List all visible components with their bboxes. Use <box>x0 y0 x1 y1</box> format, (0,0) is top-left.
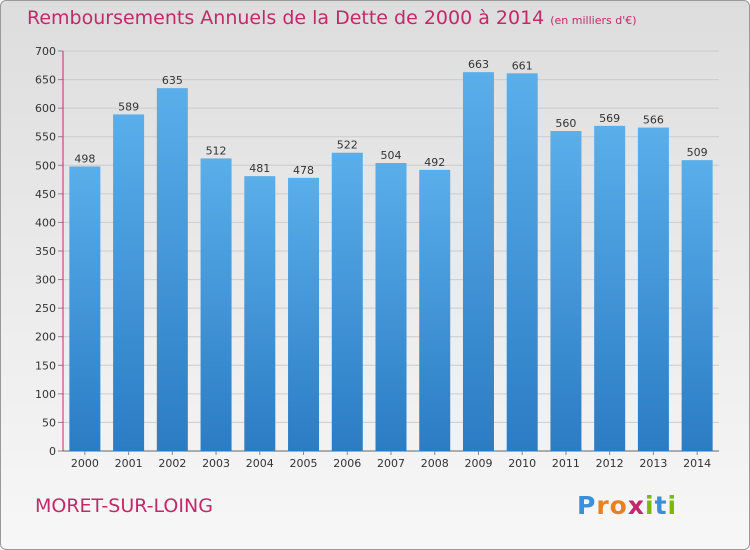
y-tick-label: 150 <box>35 359 56 372</box>
x-tick-label-2002: 2002 <box>158 457 186 470</box>
commune-name: MORET-SUR-LOING <box>35 495 213 517</box>
y-tick-label: 500 <box>35 159 56 172</box>
bar-2011 <box>550 131 582 451</box>
value-label-2005: 478 <box>293 164 314 177</box>
value-label-2009: 663 <box>468 58 489 71</box>
x-tick-label-2004: 2004 <box>246 457 274 470</box>
y-tick-label: 550 <box>35 131 56 144</box>
bar-2005 <box>288 177 320 451</box>
bar-2013 <box>637 127 669 452</box>
y-tick-label: 300 <box>35 274 56 287</box>
y-tick-label: 650 <box>35 74 56 87</box>
bar-2008 <box>419 169 451 451</box>
y-tick-label: 600 <box>35 102 56 115</box>
logo-letter: i <box>645 491 655 520</box>
logo-letter: o <box>609 491 628 520</box>
x-tick-label-2005: 2005 <box>290 457 318 470</box>
value-label-2006: 522 <box>337 139 358 152</box>
value-label-2010: 661 <box>512 59 533 72</box>
logo-letter: x <box>627 491 645 520</box>
bar-2004 <box>244 176 276 451</box>
y-tick-label: 700 <box>35 45 56 58</box>
value-label-2000: 498 <box>74 152 95 165</box>
bar-2002 <box>156 88 188 452</box>
bar-2001 <box>113 114 145 451</box>
value-label-2002: 635 <box>162 74 183 87</box>
proxiti-logo: Proxiti <box>577 491 677 520</box>
x-tick-label-2011: 2011 <box>552 457 580 470</box>
bar-2006 <box>331 152 363 451</box>
x-tick-label-2001: 2001 <box>115 457 143 470</box>
bar-2014 <box>681 160 713 451</box>
x-tick-label-2006: 2006 <box>333 457 361 470</box>
x-tick-label-2013: 2013 <box>639 457 667 470</box>
bar-2009 <box>462 72 494 452</box>
x-tick-label-2007: 2007 <box>377 457 405 470</box>
value-label-2014: 509 <box>687 146 708 159</box>
chart-title: Remboursements Annuels de la Dette de 20… <box>27 7 637 29</box>
bar-2012 <box>594 125 626 451</box>
bar-2003 <box>200 158 232 451</box>
x-tick-labels: 2000 2001 2002 2003 2004 2005 2006 2007 2008 2009… <box>71 457 711 470</box>
logo-letter: P <box>577 491 597 520</box>
y-tick-label: 400 <box>35 216 56 229</box>
bar-2010 <box>506 73 538 452</box>
value-label-2003: 512 <box>206 144 227 157</box>
y-tick-label: 450 <box>35 188 56 201</box>
bar-2000 <box>69 166 101 451</box>
bars <box>69 72 713 452</box>
x-tick-label-2012: 2012 <box>596 457 624 470</box>
y-tick-label: 100 <box>35 388 56 401</box>
value-label-2013: 566 <box>643 114 664 127</box>
y-tick-label: 200 <box>35 331 56 344</box>
value-label-2012: 569 <box>599 112 620 125</box>
y-tick-label: 250 <box>35 302 56 315</box>
x-tick-label-2014: 2014 <box>683 457 711 470</box>
title-text: Remboursements Annuels de la Dette de 20… <box>27 7 545 29</box>
value-label-2001: 589 <box>118 100 139 113</box>
bar-2007 <box>375 163 407 451</box>
logo-letter: r <box>596 491 610 520</box>
value-label-2011: 560 <box>555 117 576 130</box>
title-unit: (en milliers d'€) <box>550 14 637 27</box>
y-tick-label: 0 <box>49 445 56 458</box>
x-tick-label-2009: 2009 <box>464 457 492 470</box>
x-tick-label-2000: 2000 <box>71 457 99 470</box>
logo-letter: t <box>654 491 668 520</box>
y-tick-label: 350 <box>35 245 56 258</box>
logo-letter: i <box>667 491 678 520</box>
y-tick-label: 50 <box>42 416 56 429</box>
x-tick-label-2003: 2003 <box>202 457 230 470</box>
data-labels: 498 589 635 512 481 478 522 504 492 663 661 560 569 5… <box>74 58 707 177</box>
value-label-2008: 492 <box>424 156 445 169</box>
value-label-2007: 504 <box>381 149 402 162</box>
x-tick-label-2008: 2008 <box>421 457 449 470</box>
x-tick-label-2010: 2010 <box>508 457 536 470</box>
value-label-2004: 481 <box>249 162 270 175</box>
y-tick-labels: 0 50 100 150 200 250 300 350 400 450 500 550 600 650 7… <box>35 45 56 458</box>
